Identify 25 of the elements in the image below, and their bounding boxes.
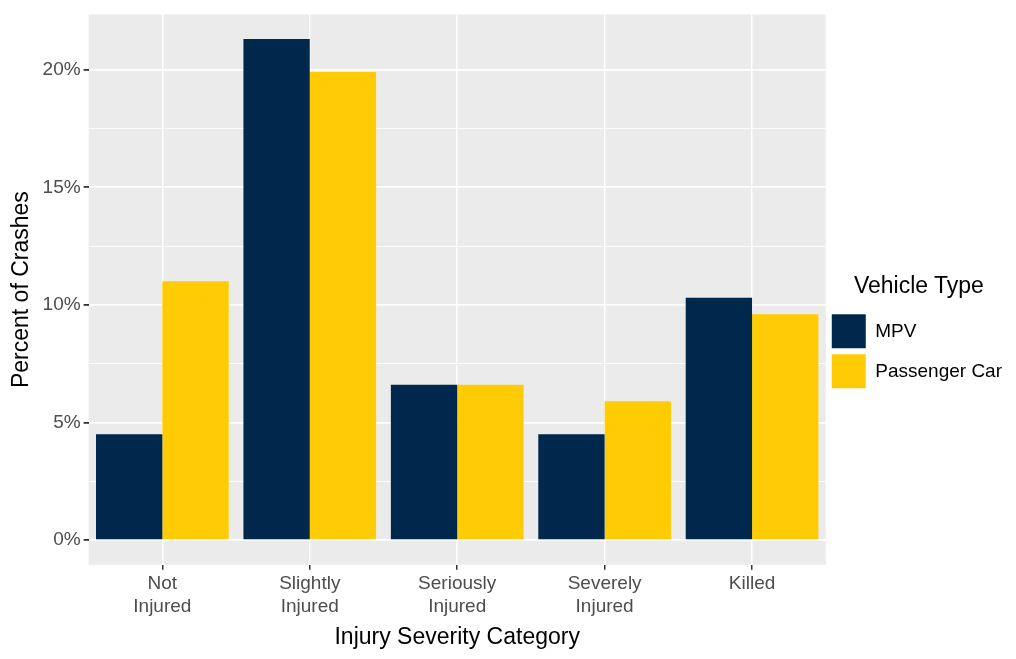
y-tick-label: 20%: [42, 57, 81, 79]
x-tick-label: Severely Injured: [567, 572, 643, 617]
x-tick-label: Not Injured: [133, 572, 192, 617]
bar: [96, 434, 163, 540]
bar: [604, 401, 671, 540]
bar: [752, 314, 819, 540]
bar: [457, 384, 524, 540]
legend-label: Passenger Car: [875, 359, 1003, 381]
y-tick-label: 10%: [42, 293, 81, 315]
legend-title: Vehicle Type: [853, 271, 984, 298]
bar: [538, 434, 605, 540]
bar: [390, 384, 458, 540]
bar: [162, 281, 229, 540]
y-tick-label: 5%: [53, 410, 81, 432]
x-tick-label: Killed: [728, 572, 776, 594]
y-tick-label: 0%: [53, 528, 81, 550]
y-axis-title: Percent of Crashes: [7, 191, 34, 389]
x-tick-label: Seriously Injured: [418, 572, 497, 617]
bar: [243, 39, 310, 540]
legend-label: MPV: [875, 319, 917, 341]
x-tick-label: Slightly Injured: [279, 572, 341, 617]
bar: [309, 72, 377, 540]
y-tick-label: 15%: [42, 175, 81, 197]
x-axis-title: Injury Severity Category: [334, 622, 581, 649]
bar: [685, 297, 753, 540]
